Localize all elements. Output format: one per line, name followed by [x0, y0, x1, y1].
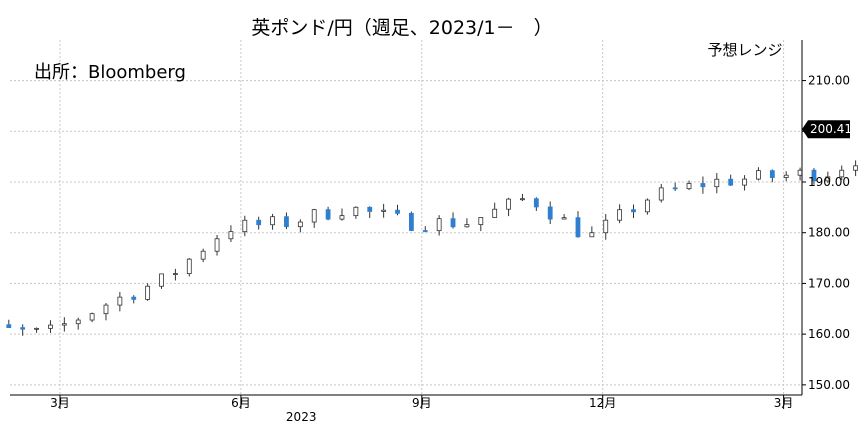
- x-month-label: 6月: [231, 396, 251, 410]
- candle: [75, 319, 81, 325]
- x-month-label: 9月: [412, 396, 432, 410]
- grid: [10, 40, 802, 395]
- y-tick-label: 210.00: [808, 74, 850, 88]
- x-month-label: 3月: [774, 396, 794, 410]
- candle: [61, 323, 67, 326]
- candle: [34, 327, 39, 330]
- candle: [256, 219, 262, 226]
- y-tick-label: 180.00: [808, 226, 850, 240]
- candle: [311, 209, 317, 223]
- x-year-label: 2023: [286, 410, 317, 424]
- candle: [353, 206, 359, 217]
- candle: [603, 219, 609, 234]
- forecast-label: 予想レンジ: [707, 41, 782, 59]
- candle: [200, 250, 206, 260]
- candle: [103, 304, 109, 315]
- candle: [658, 187, 664, 201]
- candle: [769, 170, 775, 178]
- candle: [186, 258, 192, 275]
- candle: [159, 273, 164, 287]
- last-price-label: 200.41: [810, 122, 852, 136]
- candle: [492, 208, 498, 218]
- candle: [742, 178, 747, 186]
- candle: [381, 209, 387, 212]
- candle: [20, 327, 26, 330]
- candle: [520, 198, 525, 201]
- candle: [242, 219, 248, 233]
- candle: [6, 324, 12, 329]
- candle: [825, 176, 831, 182]
- candle: [853, 165, 859, 171]
- candle: [450, 218, 456, 228]
- candle: [644, 199, 650, 213]
- candle: [506, 198, 511, 210]
- candle: [561, 217, 567, 220]
- candle: [589, 232, 595, 238]
- candles: [6, 160, 859, 336]
- candle: [617, 209, 623, 221]
- candle: [839, 169, 845, 178]
- last-price-tag-bg: [802, 120, 850, 139]
- y-tick-label: 170.00: [808, 276, 850, 290]
- candle: [228, 231, 234, 240]
- candle: [547, 206, 553, 220]
- x-axis: 3月6月9月12月3月6月9月12月3月6月9月12月3月20232024202…: [10, 394, 802, 424]
- source-label: 出所：Bloomberg: [34, 62, 186, 83]
- candle: [797, 169, 803, 176]
- candle: [686, 183, 692, 190]
- candle: [172, 273, 178, 276]
- candle: [89, 313, 95, 321]
- candle: [783, 174, 789, 178]
- candle: [464, 224, 470, 228]
- candle: [631, 209, 636, 213]
- candle: [145, 285, 151, 300]
- candle: [131, 296, 137, 300]
- candle: [395, 209, 400, 214]
- candle: [339, 215, 345, 220]
- candle: [672, 187, 678, 190]
- candle: [756, 170, 761, 180]
- candle: [478, 217, 484, 226]
- candle: [700, 183, 706, 188]
- candle: [325, 209, 331, 220]
- candle: [436, 218, 442, 232]
- candle: [422, 230, 428, 232]
- chart-title: 英ポンド/円（週足、2023/1－ ）: [251, 17, 552, 39]
- x-month-label: 12月: [589, 396, 616, 410]
- candle: [811, 169, 817, 182]
- y-tick-label: 150.00: [808, 378, 850, 392]
- x-month-label: 3月: [50, 396, 70, 410]
- candle: [728, 178, 734, 186]
- last-price-tag: 200.41: [802, 120, 852, 139]
- y-tick-label: 190.00: [808, 175, 850, 189]
- candle: [367, 206, 373, 212]
- candle: [284, 216, 289, 228]
- candle: [714, 178, 720, 188]
- candle: [48, 324, 53, 329]
- candle: [117, 296, 123, 306]
- candle: [575, 217, 581, 238]
- candle: [408, 212, 414, 231]
- y-tick-label: 160.00: [808, 327, 850, 341]
- candle: [214, 238, 220, 252]
- candle: [533, 198, 539, 208]
- candle: [297, 221, 303, 228]
- candle: [270, 216, 275, 226]
